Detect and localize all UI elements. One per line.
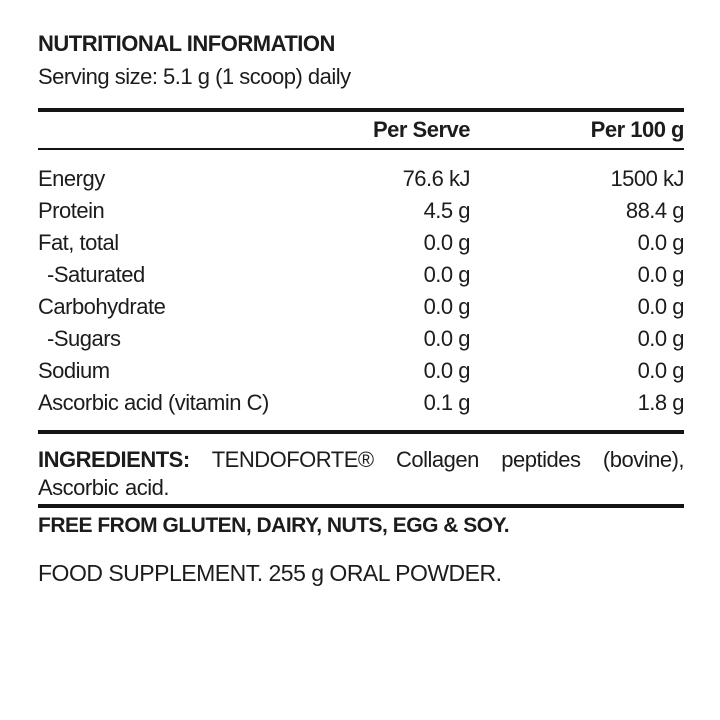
row-per-serve-value: 0.0 g [423,230,471,255]
table-spacer [38,419,684,430]
row-label: Sodium [38,358,110,383]
row-label: -Saturated [47,262,145,287]
row-per-100g-value: 0.0 g [637,358,685,383]
row-label: Fat, total [38,230,119,255]
serving-size: Serving size: 5.1 g (1 scoop) daily [38,64,351,89]
table-row: Energy 76.6 kJ 1500 kJ [38,163,685,195]
column-header-per-100g: Per 100 g [590,117,685,142]
column-header-blank [38,112,318,149]
spacer-cell [38,419,684,430]
table-header: Per Serve Per 100 g [38,112,685,149]
supplement-statement: FOOD SUPPLEMENT. 255 g ORAL POWDER. [38,559,502,586]
table-row: Sodium 0.0 g 0.0 g [38,355,685,387]
column-header-per-serve: Per Serve [372,117,471,142]
row-label: Ascorbic acid (vitamin C) [38,390,269,415]
row-per-serve-value: 4.5 g [423,198,471,223]
ingredients-label: INGREDIENTS: [38,447,190,472]
row-label: Energy [38,166,105,191]
row-per-serve-value: 0.0 g [423,326,471,351]
row-label: -Sugars [47,326,121,351]
row-per-serve-value: 76.6 kJ [402,166,471,191]
row-per-100g-value: 1500 kJ [610,166,684,191]
row-per-serve-value: 0.0 g [423,294,471,319]
spacer-cell [38,149,684,163]
table-row: Protein 4.5 g 88.4 g [38,195,685,227]
row-label: Protein [38,198,105,223]
table-row: Ascorbic acid (vitamin C) 0.1 g 1.8 g [38,387,685,419]
row-per-serve-value: 0.0 g [423,358,471,383]
ingredients-text: TENDOFORTE® Collagen peptides (bovine), … [38,447,685,500]
row-per-serve-value: 0.1 g [423,390,471,415]
table-row: -Saturated 0.0 g 0.0 g [38,259,685,291]
row-per-100g-value: 0.0 g [637,230,685,255]
label-title: NUTRITIONAL INFORMATION [38,31,335,56]
table-bottom-rule [38,430,684,434]
free-from-statement: FREE FROM GLUTEN, DAIRY, NUTS, EGG & SOY… [38,513,510,537]
row-per-100g-value: 0.0 g [637,262,685,287]
nutrition-table: Per Serve Per 100 g Energy 76.6 kJ 1500 … [38,112,685,430]
row-per-serve-value: 0.0 g [423,262,471,287]
table-spacer [38,149,684,163]
row-per-100g-value: 0.0 g [637,294,685,319]
table-top-rule [38,108,684,112]
table-header-row: Per Serve Per 100 g [38,112,685,149]
row-label: Carbohydrate [38,294,166,319]
ingredients-bottom-rule [38,504,684,508]
ingredients-paragraph: INGREDIENTS: TENDOFORTE® Collagen peptid… [38,446,685,502]
table-row: Fat, total 0.0 g 0.0 g [38,227,685,259]
row-per-100g-value: 0.0 g [637,326,685,351]
row-per-100g-value: 88.4 g [625,198,685,223]
table-row: Carbohydrate 0.0 g 0.0 g [38,291,685,323]
row-per-100g-value: 1.8 g [637,390,685,415]
nutrition-label: NUTRITIONAL INFORMATION Serving size: 5.… [38,30,685,586]
table-row: -Sugars 0.0 g 0.0 g [38,323,685,355]
